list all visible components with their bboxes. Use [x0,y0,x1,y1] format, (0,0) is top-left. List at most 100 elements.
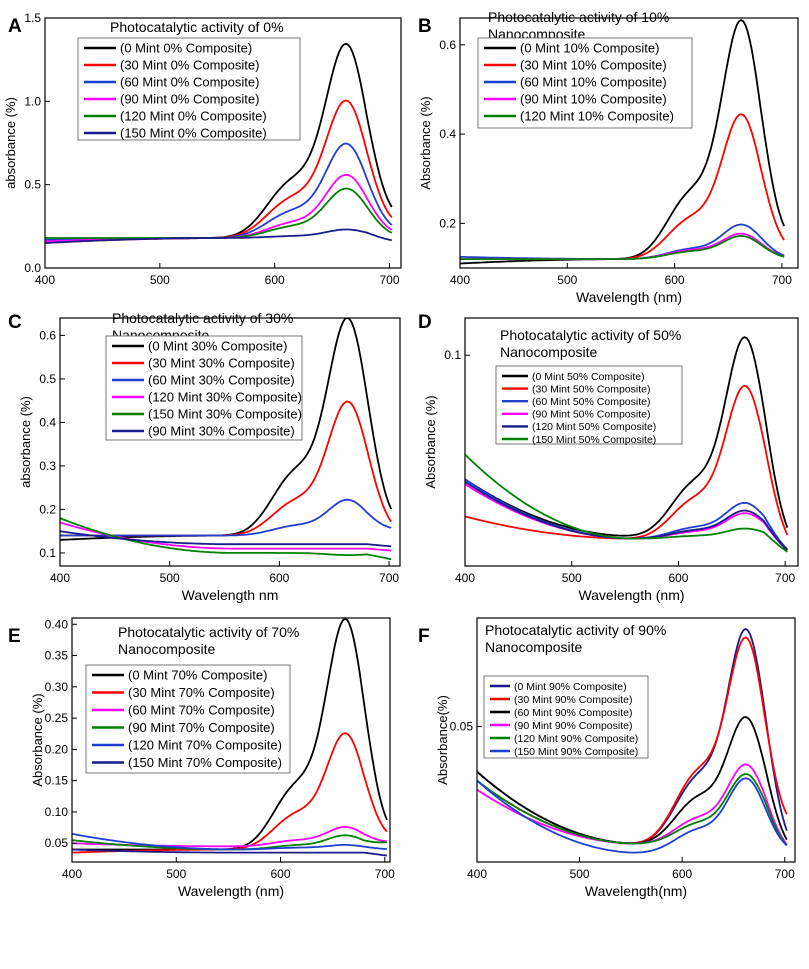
legend-entry: (0 Mint 0% Composite) [120,41,252,56]
legend-entry: (90 Mint 70% Composite) [128,720,275,735]
legend: (0 Mint 90% Composite)(30 Mint 90% Compo… [483,675,649,759]
chart-subtitle: Nanocomposite [485,639,582,655]
series-line [460,223,785,260]
chart-title: Photocatalytic activity of 0% [110,19,284,35]
y-axis-label: Absorbance (%) [30,693,45,786]
series-line [60,530,392,548]
legend-entry: (150 Mint 0% Composite) [120,126,267,141]
series-group [460,19,785,265]
x-axis-label: Wavelength nm [182,587,279,603]
x-tick-label: 600 [668,571,688,585]
x-tick-label: 400 [50,571,70,585]
legend: (0 Mint 0% Composite) (30 Mint 0% Composi… [77,37,301,141]
legend-entry: (120 Mint 70% Composite) [128,738,282,753]
legend-entry: (0 Mint 70% Composite) [128,668,267,683]
series-line [477,773,788,846]
y-tick-label: 0.5 [39,372,56,386]
panel-label: C [8,312,22,333]
y-tick-label: 0.1 [444,348,461,362]
series-line [477,777,788,854]
x-axis-label: Wavelength (nm) [576,289,682,305]
x-tick-label: 600 [672,867,692,881]
series-line [72,832,387,851]
y-tick-label: 0.15 [45,774,69,788]
legend-entry: (90 Mint 50% Composite) [532,409,650,421]
legend-entry: (0 Mint 30% Composite) [148,339,287,354]
x-tick-label: 700 [775,571,795,585]
y-tick-label: 0.1 [39,546,56,560]
legend-box [483,675,649,759]
legend-box [77,37,301,141]
legend-entry: (60 Mint 90% Composite) [514,707,632,719]
plot-frame [44,17,402,269]
x-tick-label: 400 [467,867,487,881]
x-tick-label: 600 [265,273,285,287]
y-tick-label: 0.30 [45,680,69,694]
x-tick-label: 700 [772,273,792,287]
chart-title: Photocatalytic activity of 50% [500,327,681,343]
series-line [465,480,788,551]
y-tick-label: 1.0 [24,94,41,108]
y-tick-label: 0.2 [439,216,456,230]
legend-entry: (150 Mint 90% Composite) [514,746,638,758]
panel-d: D Photocatalytic activity of 50%Nanocompo… [418,312,799,603]
y-tick-label: 0.05 [45,836,69,850]
panel-label: B [418,16,432,37]
panel-f: F Photocatalytic activity of 90%Nanocompo… [418,617,796,899]
series-line [460,235,785,260]
panel-label: F [418,626,430,647]
legend-entry: (60 Mint 10% Composite) [520,75,667,90]
legend-entry: (30 Mint 90% Composite) [514,694,632,706]
x-tick-label: 500 [160,571,180,585]
series-group [465,336,789,553]
legend-entry: (0 Mint 10% Composite) [520,41,659,56]
legend-entry: (30 Mint 10% Composite) [520,58,667,73]
y-axis-label: absorbance (%) [3,97,18,189]
legend-entry: (60 Mint 0% Composite) [120,75,259,90]
y-tick-label: 0.40 [45,617,69,631]
series-group [45,42,393,244]
legend: (0 Mint 30% Composite) (30 Mint 30% Compo… [105,335,303,441]
x-tick-label: 500 [557,273,577,287]
y-tick-label: 0.6 [439,38,456,52]
x-tick-label: 400 [35,273,55,287]
y-tick-label: 0.05 [450,719,474,733]
legend-entry: (0 Mint 90% Composite) [514,681,627,693]
legend-entry: (120 Mint 10% Composite) [520,109,674,124]
y-axis-label: absorbance (%) [18,396,33,488]
panel-e: E Photocatalytic activity of 70%Nanocompo… [8,617,395,899]
y-tick-label: 0.3 [39,459,56,473]
legend: (0 Mint 50% Composite)(30 Mint 50% Compo… [495,365,683,446]
x-tick-label: 600 [271,867,291,881]
y-axis-label: Absorbance (%) [418,96,433,189]
chart-title: Photocatalytic activity of 70% [118,624,299,640]
legend: (0 Mint 70% Composite) (30 Mint 70% Compo… [85,664,291,774]
legend-entry: (30 Mint 50% Composite) [532,383,650,395]
x-axis-label: Wavelength(nm) [585,883,687,899]
y-tick-label: 0.10 [45,805,69,819]
legend-entry: (150 Mint 50% Composite) [532,434,656,446]
x-tick-label: 600 [269,571,289,585]
x-tick-label: 500 [570,867,590,881]
y-tick-label: 1.5 [24,11,41,25]
x-tick-label: 600 [665,273,685,287]
x-axis-label: Wavelength (nm) [178,883,284,899]
legend-entry: (90 Mint 90% Composite) [514,720,632,732]
plot-frame [464,317,799,567]
y-tick-label: 0.6 [39,328,56,342]
panel-b: B Photocatalytic activity of 10%Nanocompo… [418,9,799,305]
legend-entry: (120 Mint 50% Composite) [532,421,656,433]
series-line [72,848,388,857]
panel-label: E [8,626,21,647]
chart-subtitle: Nanocomposite [118,641,215,657]
legend-entry: (120 Mint 90% Composite) [514,733,638,745]
series-line [60,517,392,561]
plot-frame [71,617,391,863]
series-group [60,318,393,561]
y-tick-label: 0.5 [24,178,41,192]
x-tick-label: 400 [450,273,470,287]
series-line [465,483,788,551]
legend-entry: (90 Mint 30% Composite) [148,424,295,439]
